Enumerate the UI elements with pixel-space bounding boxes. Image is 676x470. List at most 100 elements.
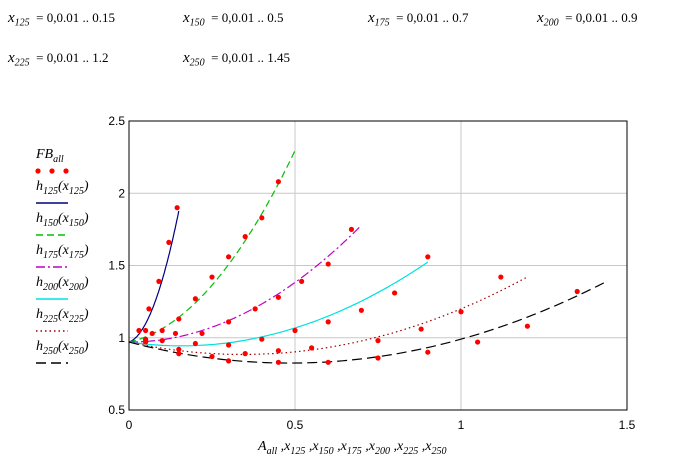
- data-point: [425, 349, 431, 355]
- data-point: [275, 348, 281, 354]
- y-tick-labels: 0.5 1 1.5 2 2.5: [108, 114, 125, 417]
- data-point: [149, 330, 155, 337]
- data-point: [275, 179, 281, 185]
- def-var: x: [368, 10, 375, 26]
- data-point: [226, 358, 232, 364]
- def-sub: 200: [543, 17, 559, 29]
- def-range: = 0,0.01 .. 0.9: [558, 10, 638, 25]
- data-point: [143, 327, 149, 334]
- def-var: x: [183, 10, 190, 26]
- data-point: [348, 226, 355, 232]
- data-point: [226, 319, 232, 325]
- data-point: [325, 319, 331, 325]
- legend-label-175: h175(x175): [36, 243, 89, 261]
- data-point: [146, 306, 152, 312]
- range-definition-200: x200 = 0,0.01 .. 0.9: [537, 10, 638, 29]
- data-point: [392, 290, 398, 296]
- curve-125: [128, 210, 180, 343]
- data-point: [159, 327, 165, 334]
- data-point: [498, 274, 504, 280]
- data-point: [309, 345, 315, 351]
- data-point: [475, 339, 481, 345]
- def-sub: 250: [189, 57, 205, 69]
- data-point: [174, 205, 180, 211]
- legend-label-125: h125(x125): [36, 179, 89, 197]
- def-range: = 0,0.01 .. 0.7: [389, 10, 469, 25]
- range-definition-150: x150 = 0,0.01 .. 0.5: [183, 10, 284, 29]
- range-definition-175: x175 = 0,0.01 .. 0.7: [368, 10, 469, 29]
- data-point: [425, 254, 431, 260]
- data-point: [242, 234, 248, 240]
- legend-label-225: h225(x225): [36, 307, 89, 325]
- def-range: = 0,0.01 .. 0.5: [204, 10, 284, 25]
- legend-label-250: h250(x250): [36, 339, 89, 357]
- data-point: [275, 359, 281, 365]
- plot-frame: [128, 120, 628, 411]
- def-range: = 0,0.01 .. 1.2: [29, 50, 109, 65]
- range-definition-225: x225 = 0,0.01 .. 1.2: [8, 50, 109, 69]
- x-tick-labels: 0 0.5 1 1.5: [126, 418, 636, 432]
- data-point: [226, 254, 232, 260]
- legend-marker-points: [63, 168, 69, 174]
- x-tick-label: 0.5: [287, 418, 304, 432]
- def-range: = 0,0.01 .. 1.45: [204, 50, 291, 65]
- def-var: x: [183, 50, 190, 66]
- data-point: [143, 339, 149, 345]
- data-point: [458, 309, 464, 315]
- def-sub: 150: [189, 17, 205, 29]
- data-point: [358, 307, 364, 313]
- y-tick-label: 0.5: [108, 403, 125, 417]
- fit-curves: [128, 150, 605, 364]
- curve-175: [129, 224, 362, 343]
- data-point: [574, 288, 580, 295]
- def-var: x: [8, 50, 15, 66]
- data-point: [209, 353, 215, 360]
- curve-150: [128, 150, 296, 343]
- legend-marker-points: [35, 168, 41, 174]
- data-point: [192, 296, 198, 302]
- data-point: [259, 336, 265, 342]
- data-point: [156, 278, 162, 284]
- data-point: [325, 359, 331, 365]
- grid-lines: [129, 121, 627, 410]
- y-tick-label: 1.5: [108, 259, 125, 273]
- legend: FBall h125(x125) h150(x150) h175(x175) h200(…: [35, 147, 89, 364]
- data-point: [325, 261, 331, 267]
- data-point: [159, 338, 165, 344]
- data-point: [299, 278, 305, 284]
- y-tick-label: 2.5: [108, 114, 125, 128]
- data-point: [172, 330, 179, 337]
- data-point: [375, 355, 381, 361]
- data-point: [375, 338, 381, 344]
- def-sub: 175: [374, 17, 390, 29]
- data-point: [136, 327, 142, 334]
- data-point: [524, 323, 531, 329]
- def-sub: 225: [14, 57, 30, 69]
- data-point: [252, 306, 258, 312]
- data-point: [226, 342, 232, 348]
- def-var: x: [537, 10, 544, 26]
- data-point: [209, 274, 215, 280]
- data-point: [176, 316, 182, 322]
- x-tick-label: 0: [126, 418, 133, 432]
- y-tick-label: 2: [118, 186, 125, 200]
- data-point: [259, 215, 265, 221]
- data-points: [136, 179, 580, 365]
- data-point: [192, 340, 198, 347]
- data-point: [242, 351, 248, 357]
- def-range: = 0,0.01 .. 0.15: [29, 10, 116, 25]
- x-tick-label: 1.5: [619, 418, 636, 432]
- data-point: [176, 351, 182, 357]
- data-point: [418, 326, 424, 332]
- data-point: [292, 327, 298, 334]
- y-tick-label: 1: [118, 331, 125, 345]
- data-point: [199, 330, 205, 337]
- range-definition-125: x125 = 0,0.01 .. 0.15: [8, 10, 115, 29]
- legend-label-points: FBall: [35, 147, 64, 165]
- x-tick-label: 1: [458, 418, 465, 432]
- data-point: [166, 239, 172, 245]
- x-axis-label: Aall ,x125 ,x150 ,x175 ,x200 ,x225 ,x250: [257, 439, 446, 457]
- range-definition-250: x250 = 0,0.01 .. 1.45: [183, 50, 290, 69]
- curve-200: [128, 261, 429, 347]
